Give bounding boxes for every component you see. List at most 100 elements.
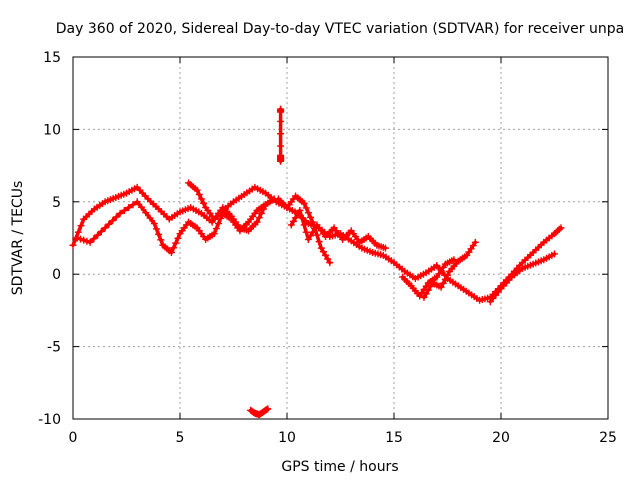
data-point-marker <box>289 217 297 225</box>
data-point-marker <box>155 230 163 238</box>
data-point-marker <box>76 235 84 243</box>
data-point-marker <box>296 206 304 214</box>
data-point-marker <box>307 232 315 240</box>
data-point-marker <box>172 239 180 247</box>
x-tick-label: 25 <box>599 430 617 446</box>
data-point-marker <box>262 201 270 209</box>
data-point-marker <box>292 214 300 222</box>
data-point-marker <box>120 206 128 214</box>
data-point-marker <box>309 218 317 226</box>
data-point-marker <box>197 195 205 203</box>
y-axis-label: SDTVAR / TECUs <box>10 181 26 296</box>
data-point-marker <box>437 283 445 291</box>
y-tick-label: -5 <box>47 340 61 356</box>
data-point-marker <box>298 214 306 222</box>
data-point-marker <box>109 217 117 225</box>
data-point-marker <box>307 213 315 221</box>
data-point-marker <box>302 228 310 236</box>
data-point-marker <box>152 225 160 233</box>
data-point-marker <box>101 224 109 232</box>
x-tick-label: 0 <box>69 430 78 446</box>
data-point-marker <box>174 234 182 242</box>
series-trace <box>71 185 563 303</box>
y-tick-label: 0 <box>52 267 61 283</box>
data-point-marker <box>150 220 158 228</box>
data-point-marker <box>300 199 308 207</box>
data-point-marker <box>277 117 285 125</box>
data-point-marker <box>555 225 563 233</box>
data-point-marker <box>80 236 88 244</box>
y-tick-label: 5 <box>52 195 61 211</box>
data-point-marker <box>326 259 334 267</box>
data-point-marker <box>422 290 430 298</box>
y-tick-label: 10 <box>43 122 61 138</box>
data-point-marker <box>73 234 81 242</box>
data-point-marker <box>381 244 389 252</box>
data-point-marker <box>557 224 565 232</box>
data-point-marker <box>170 244 178 252</box>
data-point-marker <box>94 231 102 239</box>
data-point-marker <box>322 251 330 259</box>
data-point-marker <box>74 228 82 236</box>
data-point-marker <box>420 293 428 301</box>
data-point-marker <box>263 406 271 414</box>
data-point-marker <box>424 286 432 294</box>
data-point-marker <box>302 204 310 212</box>
data-point-marker <box>287 221 295 229</box>
data-point-marker <box>315 238 323 246</box>
data-point-marker <box>277 142 285 150</box>
data-point-marker <box>304 209 312 217</box>
data-point-marker <box>441 275 449 283</box>
data-point-marker <box>125 204 133 212</box>
data-point-marker <box>69 241 77 249</box>
data-point-marker <box>217 214 225 222</box>
data-point-marker <box>551 250 558 258</box>
grid-lines <box>73 57 608 419</box>
data-point-marker <box>255 214 263 222</box>
chart-title: Day 360 of 2020, Sidereal Day-to-day VTE… <box>56 21 624 37</box>
data-point-marker <box>193 186 201 194</box>
data-point-marker <box>195 191 203 199</box>
data-point-marker <box>259 205 267 213</box>
x-tick-label: 15 <box>385 430 403 446</box>
x-tick-label: 20 <box>492 430 510 446</box>
data-point-marker <box>471 238 479 246</box>
data-point-marker <box>86 238 94 246</box>
data-point-marker <box>112 213 120 221</box>
data-point-marker <box>253 218 261 226</box>
data-point-marker <box>200 199 208 207</box>
data-point-marker <box>83 237 91 245</box>
data-point-marker <box>277 105 285 113</box>
data-point-marker <box>313 231 321 239</box>
data-point-marker <box>142 209 150 217</box>
data-point-marker <box>257 209 265 217</box>
data-point-marker <box>90 235 98 243</box>
data-point-marker <box>319 248 327 256</box>
data-point-marker <box>439 279 447 287</box>
data-point-marker <box>309 228 317 236</box>
data-point-marker <box>133 198 141 206</box>
data-point-marker <box>444 271 451 279</box>
data-point-marker <box>97 227 105 235</box>
y-tick-label: 15 <box>43 50 61 66</box>
data-point-marker <box>129 201 137 209</box>
data-point-marker <box>304 235 312 243</box>
data-point-marker <box>167 248 175 256</box>
x-tick-label: 10 <box>278 430 296 446</box>
data-point-marker <box>157 236 165 244</box>
data-point-marker <box>146 214 154 222</box>
x-tick-label: 5 <box>176 430 185 446</box>
data-point-marker <box>264 405 272 413</box>
plot-frame <box>72 56 609 420</box>
data-point-marker <box>105 220 113 228</box>
data-point-marker <box>215 220 223 228</box>
data-point-marker <box>324 255 332 263</box>
data-point-marker <box>77 222 85 230</box>
axis-ticks: 0 5 10 15 20 25 -10 -5 0 5 10 15 <box>38 50 617 446</box>
data-point-marker <box>212 225 220 233</box>
y-tick-label: -10 <box>38 412 61 428</box>
data-point-marker <box>294 210 302 218</box>
data-point-marker <box>450 256 458 264</box>
data-point-marker <box>317 244 325 252</box>
